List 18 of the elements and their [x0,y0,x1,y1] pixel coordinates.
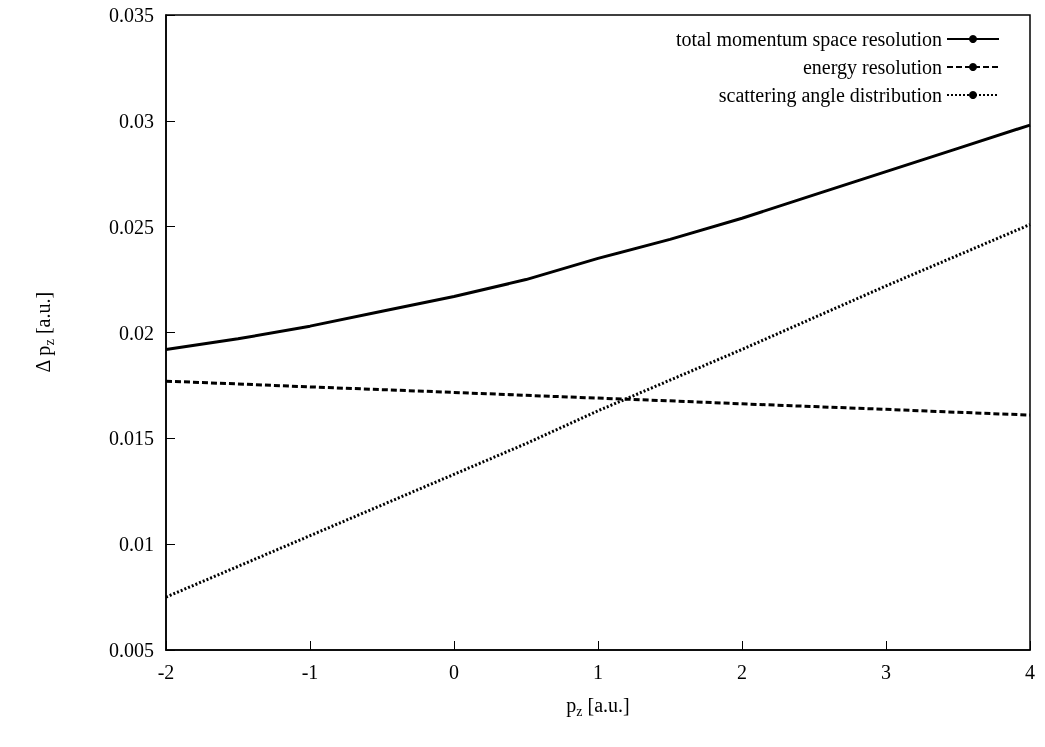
legend-label: energy resolution [802,56,942,79]
y-tick-label: 0.015 [109,427,154,450]
y-tick-label: 0.03 [119,109,154,132]
x-tick-label: 1 [593,661,603,683]
y-axis-title: Δ pz [a.u.] [32,291,57,373]
y-tick-label: 0.01 [119,533,154,556]
legend-label: total momentum space resolution [675,28,942,51]
y-tick-label: 0.02 [119,321,154,344]
x-tick-label: -2 [157,661,175,683]
y-tick-label: 0.005 [109,639,154,661]
x-tick-label: 4 [1025,661,1035,683]
x-tick-label: -1 [301,661,319,683]
x-tick-label: 2 [737,661,747,683]
y-tick-label: 0.025 [109,215,154,238]
x-tick-label: 0 [449,661,459,683]
y-tick-label: 0.035 [109,4,154,26]
legend-label: scattering angle distribution [718,84,942,107]
x-tick-label: 3 [881,661,891,683]
